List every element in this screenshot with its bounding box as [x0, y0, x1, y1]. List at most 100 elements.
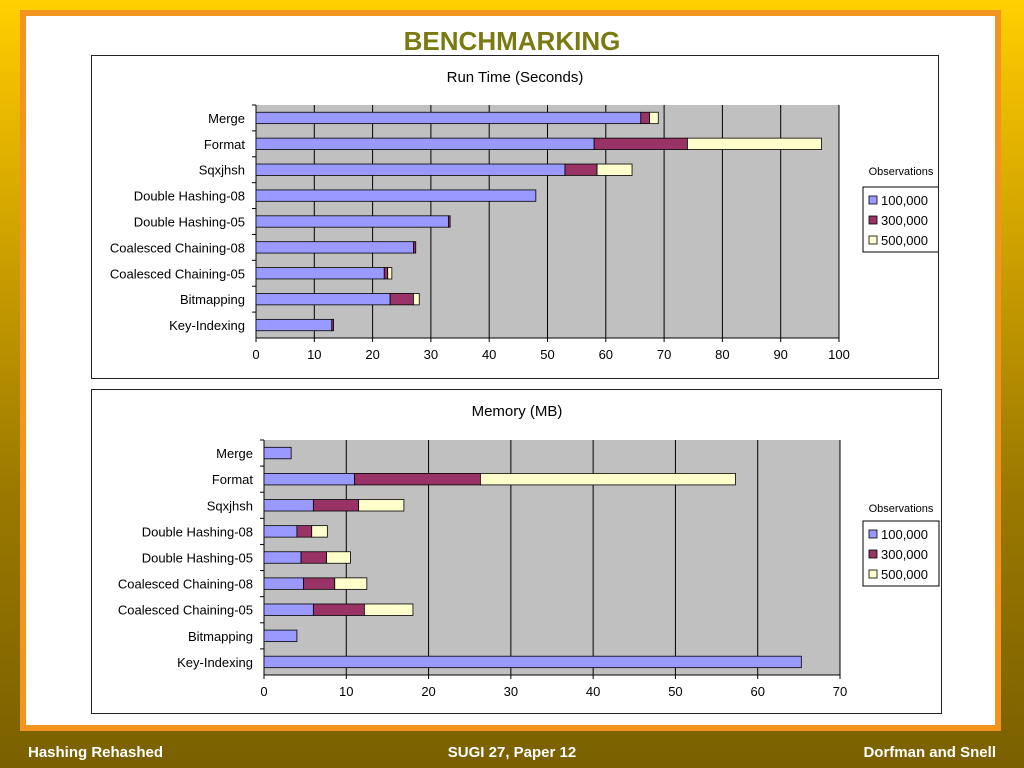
- x-tick-label: 30: [424, 347, 438, 362]
- x-tick-label: 30: [504, 684, 518, 699]
- legend-swatch: [868, 549, 878, 559]
- category-label: Key-Indexing: [169, 318, 245, 333]
- x-tick-label: 40: [482, 347, 496, 362]
- legend-title: Observations: [869, 166, 934, 178]
- x-tick-label: 90: [773, 347, 787, 362]
- legend-label: 100,000: [881, 527, 928, 542]
- bar-segment: [326, 551, 351, 564]
- bar-segment: [263, 525, 298, 538]
- bar-segment: [312, 499, 360, 512]
- category-label: Bitmapping: [180, 292, 245, 307]
- x-tick-label: 50: [668, 684, 682, 699]
- bar-segment: [255, 318, 333, 332]
- bar-segment: [303, 577, 336, 590]
- runtime-chart: Run Time (Seconds) 0 10 20 30 40 50 60 70 80 90 100…: [91, 55, 939, 379]
- bar-segment: [331, 318, 334, 332]
- x-tick-label: 10: [339, 684, 353, 699]
- chart-title: Memory (MB): [472, 403, 563, 420]
- legend-label: 500,000: [881, 233, 928, 248]
- legend-label: 100,000: [881, 193, 928, 208]
- bar-segment: [596, 163, 633, 176]
- category-label: Key-Indexing: [177, 655, 253, 670]
- category-label: Merge: [216, 446, 253, 461]
- runtime-chart-svg: Run Time (Seconds) 0 10 20 30 40 50 60 70 80 90 100…: [110, 69, 938, 362]
- bar-segment: [383, 267, 389, 280]
- bar-segment: [334, 577, 368, 590]
- footer-right-text: Dorfman and Snell: [863, 744, 996, 761]
- legend-title: Observations: [869, 503, 934, 515]
- x-tick-label: 70: [657, 347, 671, 362]
- bar-segment: [447, 215, 451, 228]
- bar-segment: [263, 629, 298, 642]
- x-tick-label: 60: [599, 347, 613, 362]
- x-tick-label: 70: [833, 684, 847, 699]
- category-label: Coalesced Chaining-08: [110, 240, 245, 255]
- bar-segment: [263, 655, 802, 669]
- category-label: Format: [204, 137, 246, 152]
- legend-label: 300,000: [881, 547, 928, 562]
- category-label: Double Hashing-08: [142, 524, 253, 539]
- legend-swatch: [868, 215, 878, 225]
- bar-segment: [263, 499, 314, 512]
- x-tick-label: 20: [365, 347, 379, 362]
- bar-segment: [255, 189, 537, 202]
- category-label: Merge: [208, 111, 245, 126]
- bar-segment: [263, 577, 304, 590]
- bar-segment: [480, 473, 736, 486]
- bar-segment: [564, 163, 598, 176]
- category-label: Sqxjhsh: [207, 498, 253, 513]
- bar-segment: [296, 525, 313, 538]
- category-label: Format: [212, 472, 254, 487]
- category-label: Coalesced Chaining-05: [110, 266, 245, 281]
- bar-segment: [263, 603, 314, 616]
- category-label: Sqxjhsh: [199, 163, 245, 178]
- bar-segment: [649, 111, 659, 125]
- bar-segment: [255, 163, 566, 176]
- bar-segment: [300, 551, 327, 564]
- bar-segment: [255, 137, 595, 150]
- legend-swatch: [868, 195, 878, 205]
- bar-segment: [311, 525, 328, 538]
- x-tick-label: 20: [421, 684, 435, 699]
- category-label: Bitmapping: [188, 629, 253, 644]
- legend-swatch: [868, 569, 878, 579]
- bar-segment: [255, 111, 642, 125]
- bar-segment: [255, 293, 391, 306]
- legend-label: 500,000: [881, 567, 928, 582]
- category-label: Coalesced Chaining-05: [118, 603, 253, 618]
- bar-segment: [255, 267, 385, 280]
- bar-segment: [312, 603, 365, 616]
- bar-segment: [413, 241, 417, 254]
- memory-chart-svg: Memory (MB) 0 10 20 30 40 50 60 70 Merge Format Sqx…: [118, 403, 940, 699]
- bar-segment: [354, 473, 481, 486]
- x-tick-label: 100: [828, 347, 850, 362]
- x-tick-label: 40: [586, 684, 600, 699]
- legend-swatch: [868, 235, 878, 245]
- category-label: Double Hashing-05: [134, 215, 245, 230]
- category-label: Double Hashing-05: [142, 551, 253, 566]
- bar-segment: [687, 137, 822, 150]
- x-tick-label: 10: [307, 347, 321, 362]
- footer-left-text: Hashing Rehashed: [28, 744, 164, 761]
- memory-chart: Memory (MB) 0 10 20 30 40 50 60 70 Merge Format Sqx…: [91, 389, 942, 714]
- footer-center-text: SUGI 27, Paper 12: [447, 744, 577, 761]
- chart-title: Run Time (Seconds): [447, 69, 584, 86]
- x-tick-label: 80: [715, 347, 729, 362]
- bar-segment: [387, 267, 393, 280]
- x-tick-label: 0: [260, 684, 267, 699]
- bar-segment: [358, 499, 405, 512]
- legend-swatch: [868, 529, 878, 539]
- category-label: Double Hashing-08: [134, 189, 245, 204]
- bar-segment: [255, 241, 414, 254]
- bar-segment: [593, 137, 688, 150]
- slide-title: BENCHMARKING: [403, 26, 621, 56]
- bar-segment: [255, 215, 449, 228]
- x-tick-label: 50: [540, 347, 554, 362]
- bar-segment: [389, 293, 414, 306]
- bar-segment: [413, 293, 420, 306]
- legend-label: 300,000: [881, 213, 928, 228]
- x-tick-label: 0: [252, 347, 259, 362]
- bar-segment: [640, 111, 650, 125]
- bar-segment: [263, 551, 302, 564]
- bar-segment: [363, 603, 414, 616]
